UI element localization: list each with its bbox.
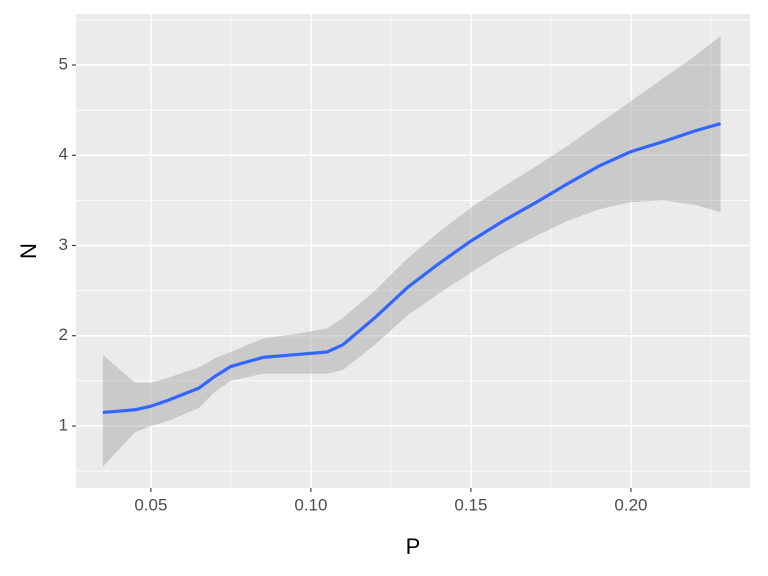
y-tick-label: 1 xyxy=(59,415,68,434)
y-tick-label: 3 xyxy=(59,235,68,254)
x-tick-label: 0.20 xyxy=(614,495,647,514)
x-tick-label: 0.10 xyxy=(294,495,327,514)
y-tick-label: 4 xyxy=(59,145,68,164)
x-tick-label: 0.15 xyxy=(454,495,487,514)
y-axis-title: N xyxy=(16,243,41,259)
y-tick-label: 5 xyxy=(59,54,68,73)
smooth-line xyxy=(102,122,721,415)
x-tick-label: 0.05 xyxy=(134,495,167,514)
panel xyxy=(76,14,750,488)
y-tick-label: 2 xyxy=(59,325,68,344)
x-axis-title: P xyxy=(406,534,421,559)
